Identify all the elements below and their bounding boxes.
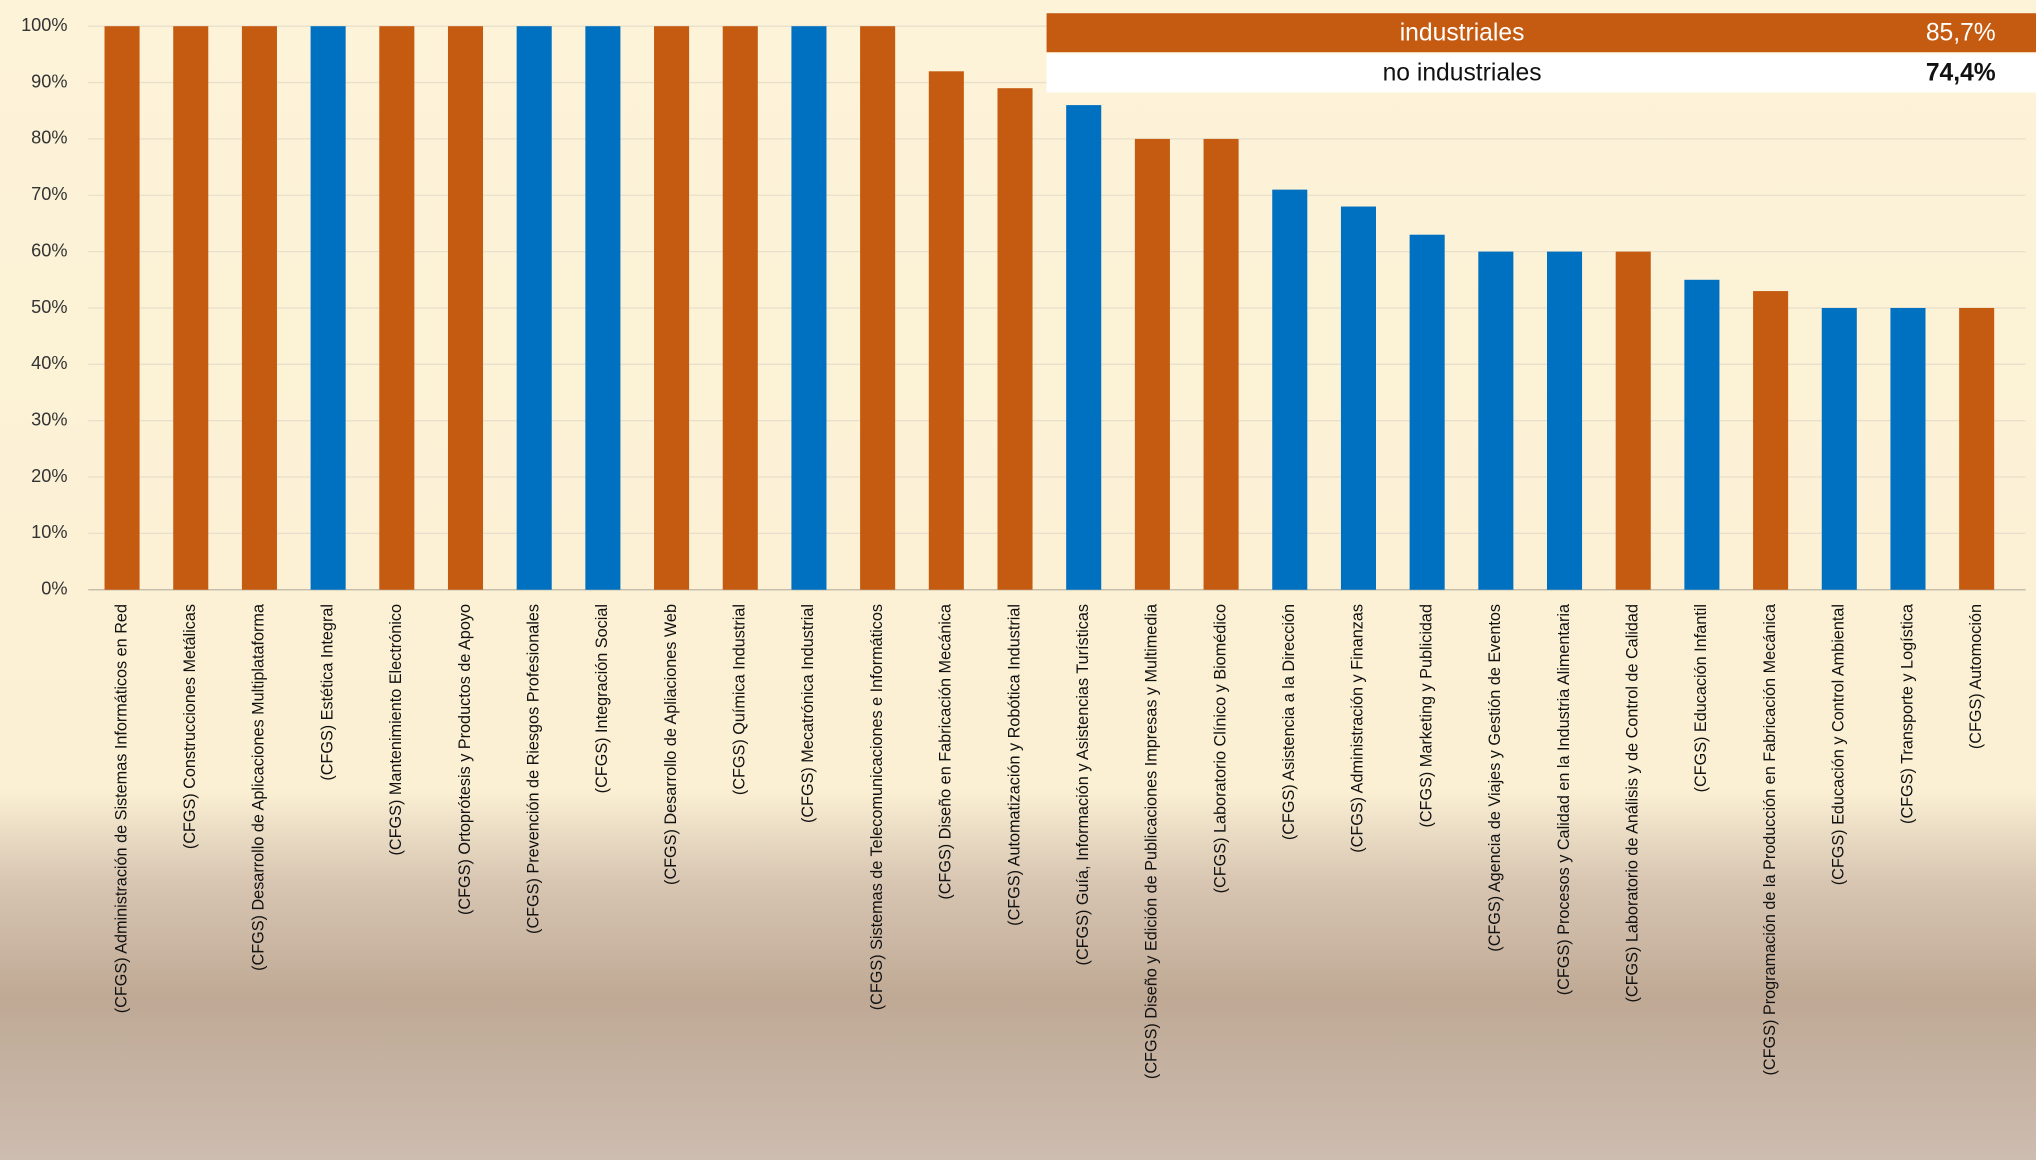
bar <box>1409 234 1445 590</box>
bar <box>654 26 690 590</box>
y-tick-label: 90% <box>31 71 67 91</box>
x-tick-label: (CFGS) Laboratorio de Análisis y de Cont… <box>1623 604 1641 1002</box>
x-tick-label: (CFGS) Procesos y Calidad en la Industri… <box>1555 603 1573 995</box>
x-tick-label: (CFGS) Laboratorio Clínico y Biomédico <box>1211 604 1229 893</box>
y-tick-label: 100% <box>21 15 67 35</box>
bar <box>379 26 415 590</box>
x-tick-label: (CFGS) Ortoprótesis y Productos de Apoyo <box>456 604 474 915</box>
y-tick-label: 40% <box>31 353 67 373</box>
x-tick-label: (CFGS) Automoción <box>1967 604 1985 749</box>
bar <box>516 26 552 590</box>
table-cell: 85,7% <box>1926 20 1996 47</box>
x-tick-label: (CFGS) Guía, Información y Asistencias T… <box>1074 604 1092 965</box>
y-tick-label: 80% <box>31 128 67 148</box>
y-tick-label: 30% <box>31 409 67 429</box>
bar <box>1203 138 1239 590</box>
x-tick-label: (CFGS) Administración y Finanzas <box>1349 604 1367 853</box>
x-tick-label: (CFGS) Desarrollo de Apliaciones Web <box>662 604 680 885</box>
x-tick-label: (CFGS) Construcciones Metálicas <box>181 604 199 849</box>
bar <box>447 26 484 590</box>
bar <box>241 26 277 590</box>
bar <box>1753 291 1789 590</box>
table-cell: industriales <box>1400 20 1525 47</box>
y-tick-label: 0% <box>41 579 67 599</box>
bar <box>173 26 209 590</box>
y-tick-label: 10% <box>31 522 67 542</box>
x-tick-label: (CFGS) Diseño en Fabricación Mecánica <box>937 603 955 900</box>
bar <box>310 26 346 590</box>
bar <box>1890 307 1926 590</box>
bar <box>1340 206 1376 590</box>
x-tick-label: (CFGS) Integración Social <box>593 604 611 793</box>
x-tick-label: (CFGS) Agencia de Viajes y Gestión de Ev… <box>1486 604 1504 952</box>
bar <box>860 26 896 590</box>
bar <box>928 71 964 590</box>
x-tick-label: (CFGS) Prevención de Riesgos Profesional… <box>524 604 542 934</box>
bar <box>104 26 140 590</box>
bar <box>1272 189 1308 590</box>
bar <box>1821 307 1857 590</box>
x-tick-label: (CFGS) Marketing y Publicidad <box>1417 604 1435 828</box>
x-tick-label: (CFGS) Transporte y Logística <box>1898 603 1916 824</box>
bar <box>1134 138 1170 590</box>
bar <box>791 26 827 590</box>
y-tick-label: 20% <box>31 466 67 486</box>
y-tick-label: 60% <box>31 240 67 260</box>
bar <box>1478 251 1514 590</box>
bar <box>1615 251 1651 590</box>
x-tick-label: (CFGS) Diseño y Edición de Publicaciones… <box>1143 603 1161 1079</box>
table-cell: 74,4% <box>1926 60 1996 87</box>
bar <box>1959 307 1995 590</box>
bar <box>997 88 1033 590</box>
x-tick-label: (CFGS) Educación y Control Ambiental <box>1830 604 1848 885</box>
x-tick-label: (CFGS) Sistemas de Telecomunicaciones e … <box>868 604 886 1010</box>
bar <box>1684 279 1720 590</box>
x-tick-label: (CFGS) Educación Infantil <box>1692 604 1710 792</box>
x-tick-label: (CFGS) Mantenimiento Electrónico <box>387 604 405 855</box>
x-tick-label: (CFGS) Asistencia a la Dirección <box>1280 604 1298 840</box>
x-tick-label: (CFGS) Química Industrial <box>731 604 749 795</box>
x-tick-label: (CFGS) Programación de la Producción en … <box>1761 603 1779 1075</box>
bar <box>722 26 758 590</box>
bar <box>1546 251 1583 590</box>
bar <box>585 26 621 590</box>
table-row <box>1046 53 2036 93</box>
table-row <box>1046 13 2036 53</box>
x-tick-label: (CFGS) Automatización y Robótica Industr… <box>1005 604 1023 926</box>
x-tick-label: (CFGS) Desarrollo de Aplicaciones Multip… <box>250 603 268 971</box>
x-tick-label: (CFGS) Administración de Sistemas Inform… <box>112 604 130 1013</box>
bar <box>1066 105 1102 590</box>
table-cell: no industriales <box>1383 60 1542 87</box>
y-tick-label: 50% <box>31 297 67 317</box>
x-tick-label: (CFGS) Estética Integral <box>318 604 336 781</box>
x-tick-label: (CFGS) Mecatrónica Industrial <box>799 604 817 823</box>
y-tick-label: 70% <box>31 184 67 204</box>
